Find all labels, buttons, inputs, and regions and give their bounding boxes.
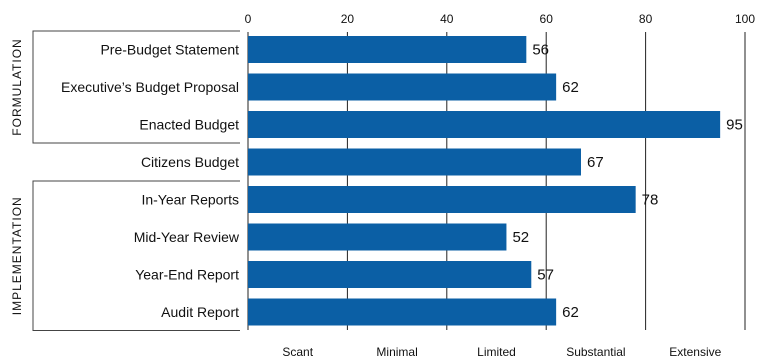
x-tick-label: 0 bbox=[245, 12, 252, 26]
bar bbox=[248, 111, 721, 138]
bar bbox=[248, 36, 527, 63]
group-bracket bbox=[32, 180, 240, 331]
category-labels: Pre-Budget Statement Executive’s Budget P… bbox=[61, 42, 240, 321]
category-label: Mid-Year Review bbox=[134, 229, 240, 245]
value-label: 67 bbox=[587, 154, 604, 171]
bar bbox=[248, 186, 636, 213]
bar bbox=[248, 261, 532, 288]
band-label: Limited bbox=[477, 345, 516, 359]
bar bbox=[248, 148, 581, 176]
bar bbox=[248, 223, 507, 251]
value-labels: 56 62 95 67 78 52 57 62 bbox=[512, 42, 742, 322]
category-label: Audit Report bbox=[161, 304, 239, 320]
x-tick-label: 60 bbox=[540, 12, 554, 26]
band-label: Minimal bbox=[376, 345, 417, 359]
value-label: 78 bbox=[642, 192, 659, 209]
value-label: 52 bbox=[512, 229, 529, 246]
value-label: 95 bbox=[726, 117, 743, 134]
category-label: Executive’s Budget Proposal bbox=[61, 79, 239, 95]
bar bbox=[248, 73, 557, 101]
x-tick-label: 40 bbox=[440, 12, 454, 26]
value-label: 56 bbox=[532, 42, 549, 59]
x-tick-label: 20 bbox=[341, 12, 355, 26]
band-label: Scant bbox=[282, 345, 313, 359]
category-label: Enacted Budget bbox=[139, 117, 239, 133]
x-tick-labels: 0 20 40 60 80 100 bbox=[245, 12, 756, 26]
x-tick-label: 80 bbox=[639, 12, 653, 26]
category-label: Year-End Report bbox=[135, 267, 239, 283]
group-brackets: FORMULATION IMPLEMENTATION bbox=[10, 30, 240, 331]
group-label: IMPLEMENTATION bbox=[10, 196, 24, 315]
bar bbox=[248, 298, 557, 326]
group-label: FORMULATION bbox=[10, 38, 24, 135]
band-labels: Scant Minimal Limited Substantial Extensive bbox=[282, 345, 721, 359]
value-label: 57 bbox=[537, 267, 554, 284]
category-label: Pre-Budget Statement bbox=[100, 42, 239, 58]
band-label: Substantial bbox=[566, 345, 625, 359]
value-label: 62 bbox=[562, 79, 579, 96]
x-tick-label: 100 bbox=[735, 12, 755, 26]
group-bracket bbox=[32, 30, 240, 144]
bars bbox=[248, 36, 721, 326]
category-label: In-Year Reports bbox=[141, 192, 239, 208]
value-label: 62 bbox=[562, 304, 579, 321]
band-label: Extensive bbox=[669, 345, 721, 359]
category-label: Citizens Budget bbox=[141, 154, 239, 170]
